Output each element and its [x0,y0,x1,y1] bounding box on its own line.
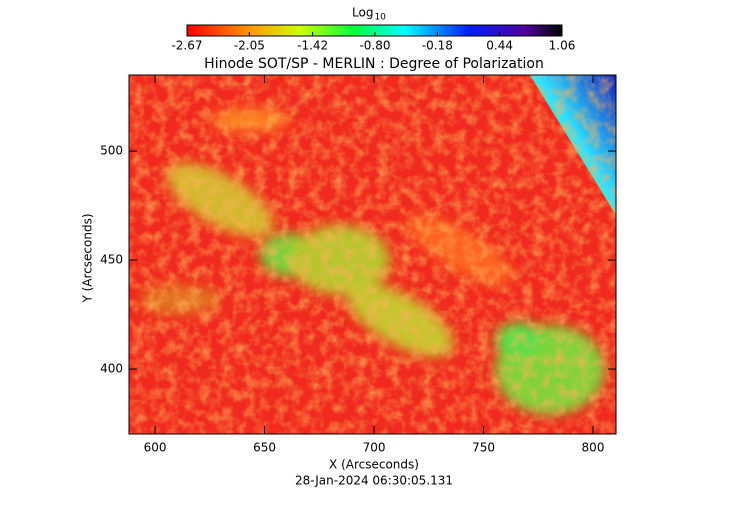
colorbar-tick-label: -1.42 [297,39,328,53]
x-tick-label: 650 [253,441,276,455]
y-tick-label: 450 [100,253,123,267]
plot-frame [128,74,617,435]
x-tick-label: 600 [144,441,167,455]
x-tick-label: 800 [582,441,605,455]
colorbar-tick-label: -2.67 [171,39,202,53]
chart-title: Hinode SOT/SP - MERLIN : Degree of Polar… [204,56,544,72]
footer: 28-Jan-2024 06:30:05.131 [295,474,453,488]
y-tick-label: 400 [100,362,123,376]
colorbar-tick-label: -2.05 [234,39,265,53]
colorbar-label-text: Log [352,6,373,20]
colorbar-tick-label: 0.44 [486,39,513,53]
image [129,75,616,434]
colorbar-tick-label: -0.80 [359,39,390,53]
colorbar-tick-label: -0.18 [422,39,453,53]
y-axis-label: Y (Arcseconds) [81,213,95,303]
colorbar [186,24,563,37]
colorbar-tick-label: 1.06 [549,39,576,53]
x-tick-label: 700 [363,441,386,455]
colorbar-label-sub: 10 [374,13,386,23]
y-tick-label: 500 [100,144,123,158]
colorbar-label: Log 10 [352,6,386,23]
x-tick-label: 750 [472,441,495,455]
x-axis-label: X (Arcseconds) [329,458,419,472]
